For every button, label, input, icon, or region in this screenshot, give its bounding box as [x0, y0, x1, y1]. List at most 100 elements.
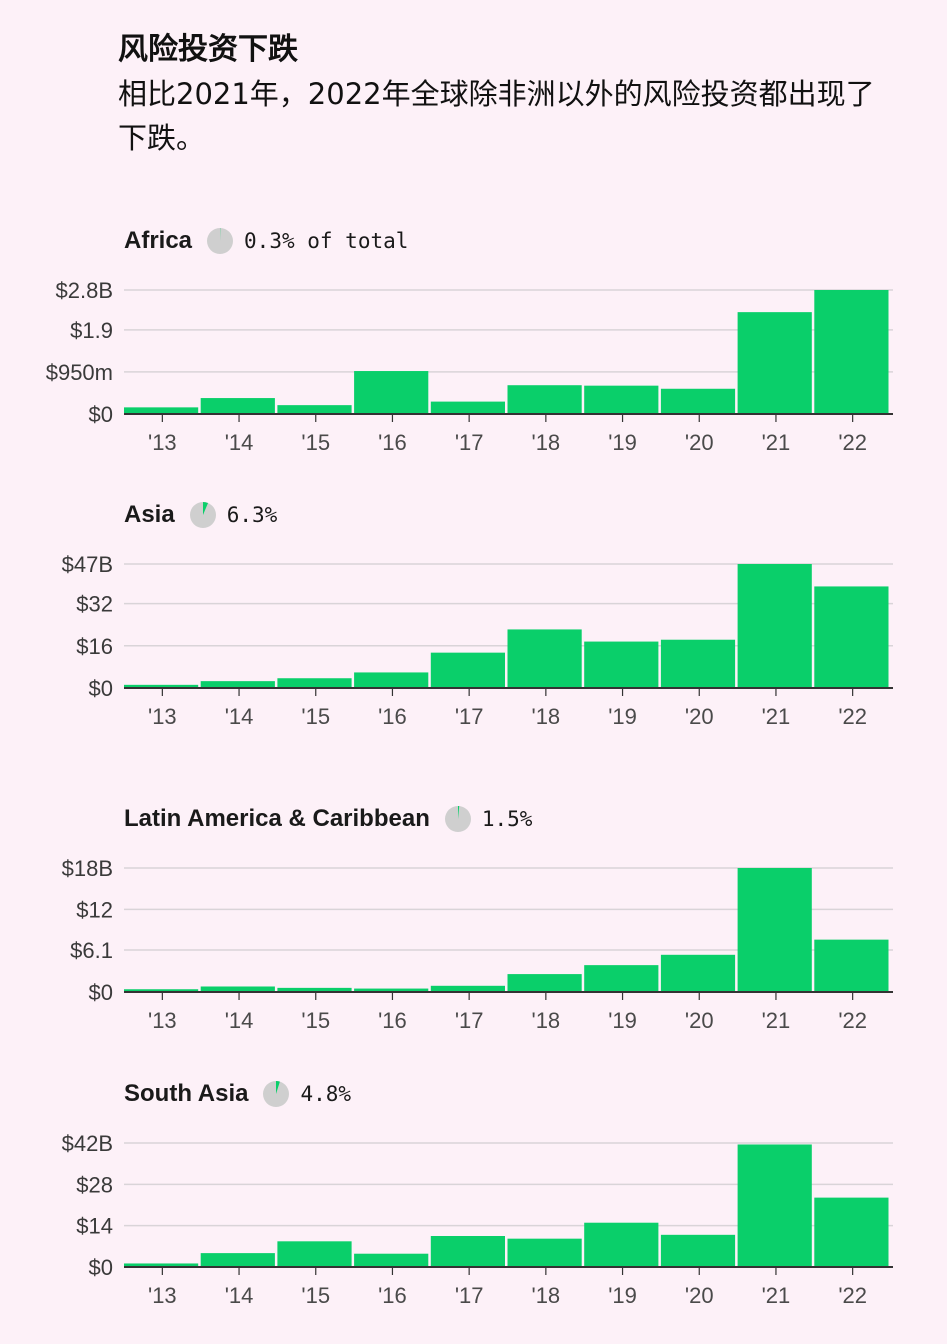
- x-tick-label: '14: [225, 704, 254, 729]
- bar: [814, 1197, 889, 1267]
- x-tick-label: '15: [301, 1008, 330, 1033]
- bar: [277, 1241, 352, 1267]
- bar: [737, 1144, 812, 1267]
- bar: [660, 1234, 736, 1267]
- bar: [584, 385, 659, 414]
- y-tick-label: $1.9: [70, 318, 113, 343]
- bar: [124, 684, 199, 688]
- bar: [354, 672, 429, 688]
- x-tick-label: '22: [838, 704, 867, 729]
- x-tick-label: '17: [455, 1008, 484, 1033]
- bar: [200, 986, 275, 992]
- share-label: 4.8%: [300, 1082, 352, 1106]
- panel-header: Asia 6.3%: [124, 500, 277, 530]
- bar: [200, 681, 275, 688]
- bar: [277, 678, 352, 688]
- bar: [737, 564, 812, 688]
- bar: [507, 974, 582, 992]
- x-tick-label: '16: [378, 1283, 407, 1308]
- bar: [737, 868, 812, 992]
- share-pie-icon: [444, 806, 471, 832]
- header: 风险投资下跌 相比2021年，2022年全球除非洲以外的风险投资都出现了下跌。: [118, 30, 898, 160]
- x-tick-label: '15: [301, 704, 330, 729]
- bar-chart-asia: $0 $16 $32 $47B '13 '14 '15 '16 '17 '18 '19 '20 '21 '…: [62, 552, 893, 729]
- region-name: Latin America & Caribbean: [124, 805, 430, 832]
- bar: [124, 989, 199, 992]
- x-tick-label: '13: [148, 1283, 177, 1308]
- y-tick-label: $0: [89, 402, 113, 427]
- region-name: Asia: [124, 501, 175, 528]
- x-tick-label: '16: [378, 1008, 407, 1033]
- y-tick-label: $6.1: [70, 938, 113, 963]
- bar: [507, 629, 582, 688]
- y-tick-label: $0: [89, 1255, 113, 1280]
- x-tick-label: '14: [225, 1283, 254, 1308]
- x-tick-label: '18: [532, 704, 561, 729]
- bar: [277, 405, 352, 414]
- x-tick-label: '19: [608, 1283, 637, 1308]
- y-tick-label: $0: [89, 980, 113, 1005]
- region-name: South Asia: [124, 1080, 249, 1107]
- x-tick-label: '13: [148, 704, 177, 729]
- x-tick-label: '16: [378, 704, 407, 729]
- bar: [814, 939, 889, 992]
- y-tick-label: $12: [76, 897, 113, 922]
- y-tick-label: $18B: [62, 856, 113, 881]
- y-tick-label: $14: [76, 1214, 113, 1239]
- x-tick-label: '20: [685, 704, 714, 729]
- page-subtitle: 相比2021年，2022年全球除非洲以外的风险投资都出现了下跌。: [118, 77, 875, 155]
- x-tick-label: '17: [455, 704, 484, 729]
- pie-slice: [276, 1081, 281, 1094]
- bar: [124, 407, 199, 414]
- y-tick-label: $32: [76, 592, 113, 617]
- x-tick-label: '14: [225, 1008, 254, 1033]
- bar: [200, 1253, 275, 1267]
- page-title: 风险投资下跌: [118, 32, 298, 67]
- bar: [200, 398, 275, 414]
- x-tick-label: '19: [608, 430, 637, 455]
- share-label: 6.3%: [226, 503, 278, 527]
- x-tick-label: '14: [225, 430, 254, 455]
- y-tick-label: $2.8B: [56, 278, 114, 303]
- x-tick-label: '18: [532, 430, 561, 455]
- x-tick-label: '21: [762, 430, 791, 455]
- bar: [507, 1238, 582, 1267]
- x-tick-label: '20: [685, 430, 714, 455]
- bar: [354, 988, 429, 992]
- y-tick-label: $950m: [46, 360, 113, 385]
- bar: [660, 954, 736, 992]
- x-tick-label: '21: [762, 704, 791, 729]
- x-tick-label: '17: [455, 430, 484, 455]
- x-tick-label: '15: [301, 430, 330, 455]
- x-tick-label: '20: [685, 1008, 714, 1033]
- bar-chart-latin-america: $0 $6.1 $12 $18B '13 '14 '15 '16 '17 '18 '19 '20 '21…: [62, 856, 893, 1033]
- bar: [814, 586, 889, 688]
- bar: [660, 388, 736, 414]
- share-pie-icon: [263, 1081, 290, 1107]
- x-tick-label: '22: [838, 430, 867, 455]
- share-pie-icon: [189, 502, 216, 528]
- bar: [814, 290, 889, 414]
- x-tick-label: '13: [148, 430, 177, 455]
- x-tick-label: '21: [762, 1008, 791, 1033]
- x-tick-label: '21: [762, 1283, 791, 1308]
- bar: [660, 639, 736, 688]
- bar: [124, 1263, 199, 1267]
- bar: [354, 1253, 429, 1267]
- bar: [737, 312, 812, 414]
- x-tick-label: '18: [532, 1283, 561, 1308]
- x-tick-label: '22: [838, 1283, 867, 1308]
- x-tick-label: '15: [301, 1283, 330, 1308]
- share-pie-icon: [207, 227, 234, 254]
- x-tick-label: '16: [378, 430, 407, 455]
- x-tick-label: '20: [685, 1283, 714, 1308]
- x-tick-label: '13: [148, 1008, 177, 1033]
- y-tick-label: $16: [76, 634, 113, 659]
- bar: [430, 985, 505, 992]
- share-label: 1.5%: [481, 807, 533, 831]
- bar: [354, 371, 429, 414]
- bar-chart-africa: $0 $950m $1.9 $2.8B '13 '14 '15 '16 '17 '18 '19 '20…: [46, 278, 893, 455]
- bar: [430, 1236, 505, 1267]
- x-tick-label: '18: [532, 1008, 561, 1033]
- pie-slice: [202, 502, 208, 515]
